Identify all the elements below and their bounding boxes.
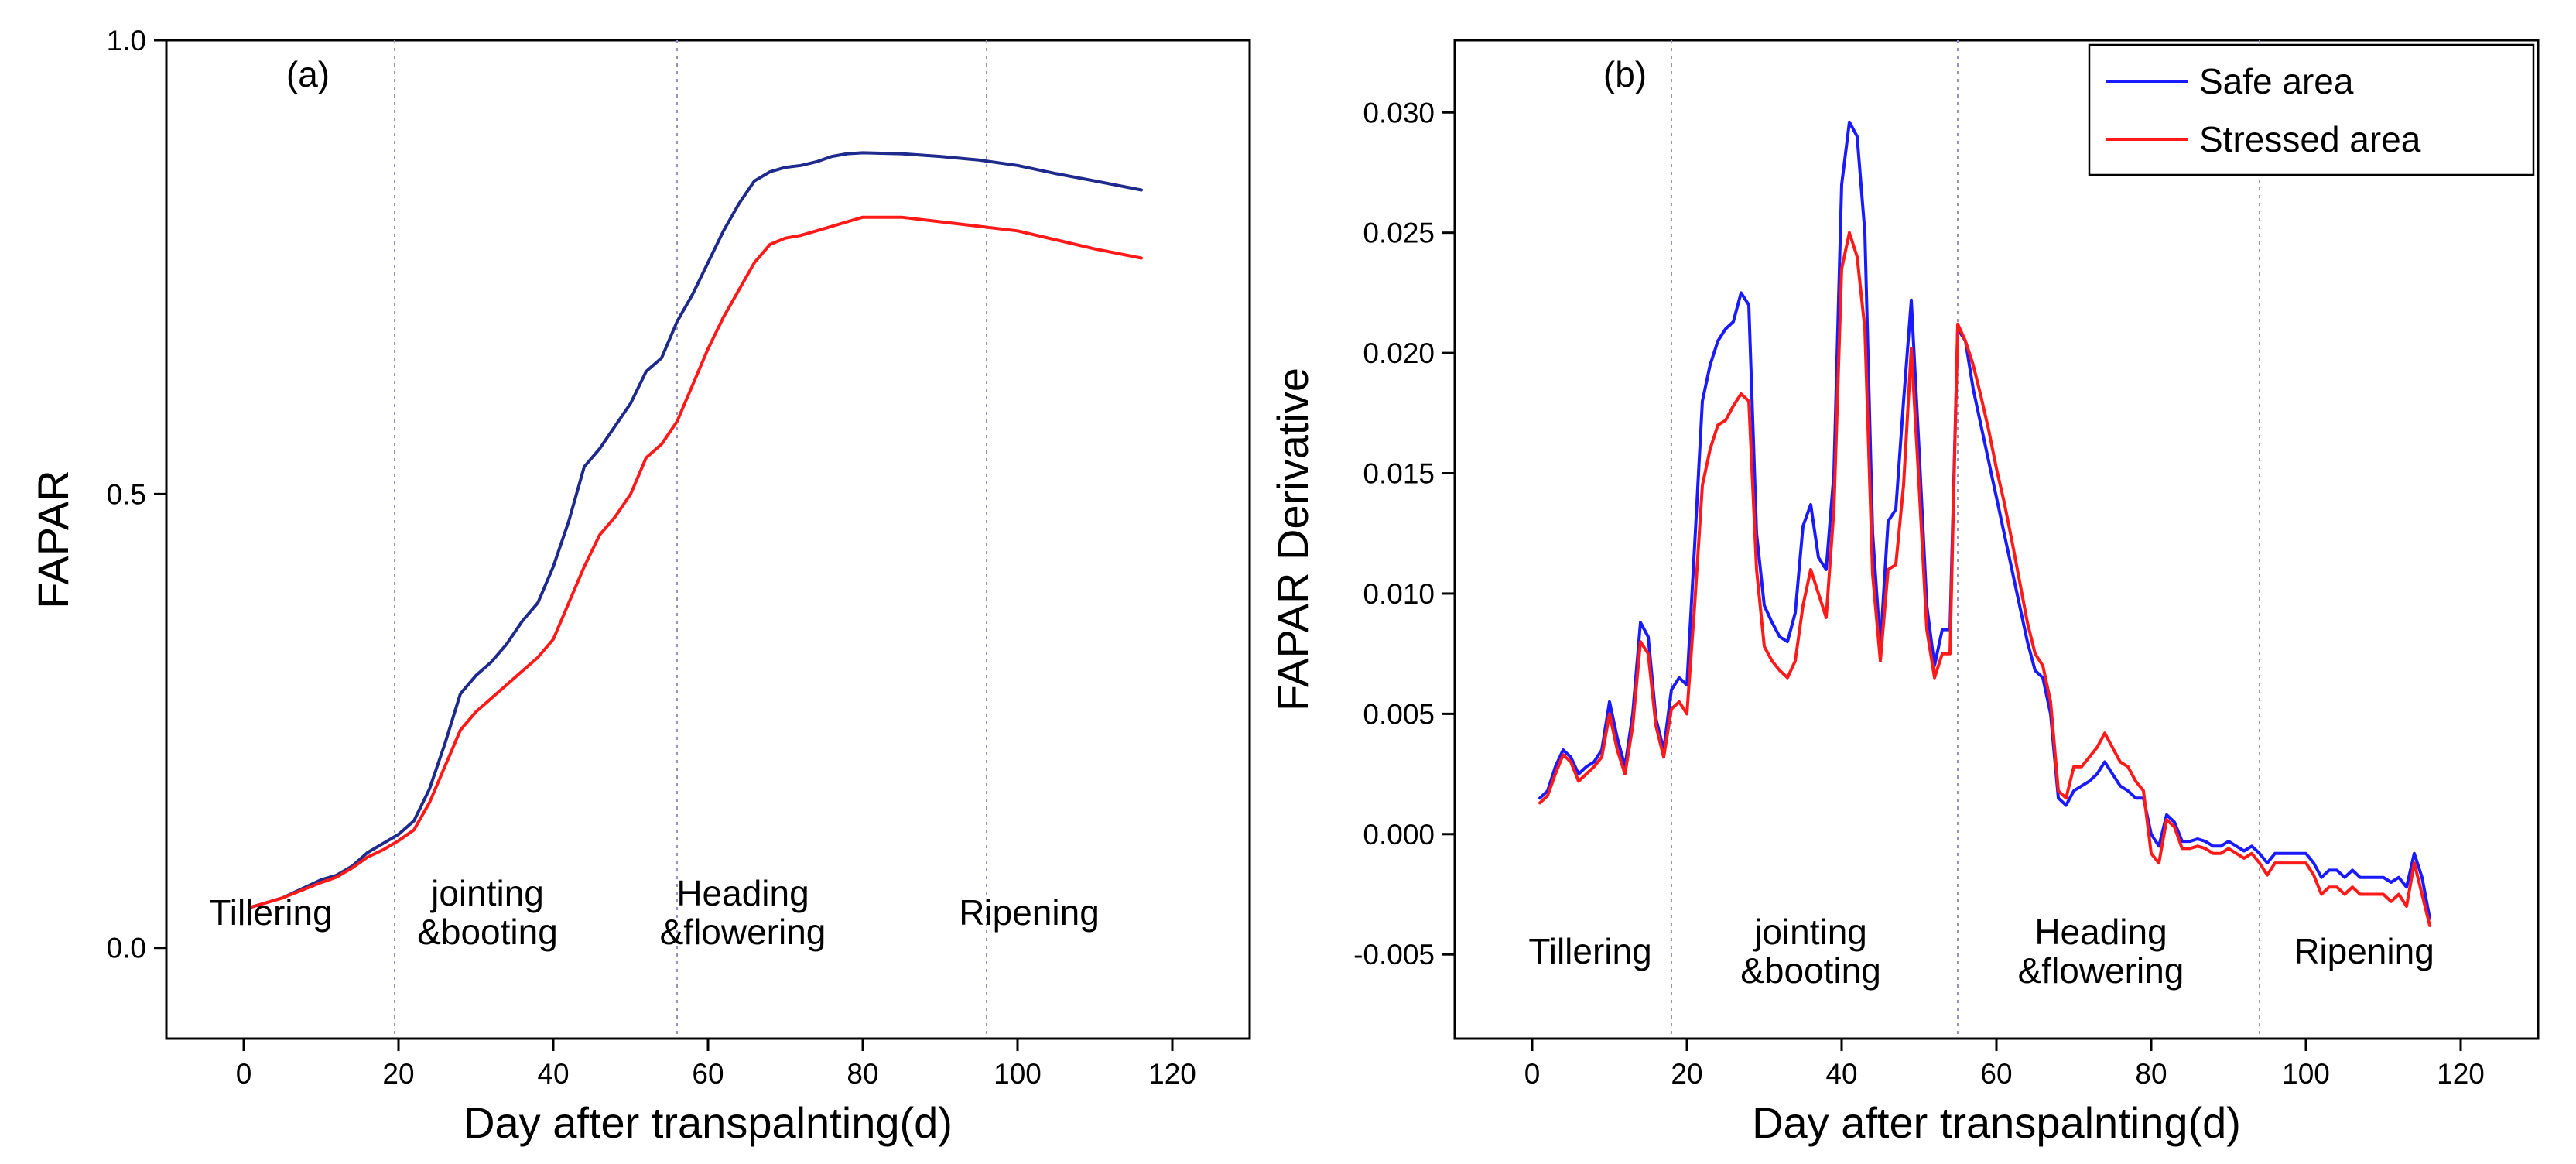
panel-a-series-stressed-area [250, 215, 1143, 909]
panel-a-x-tick-label: 100 [994, 1058, 1042, 1090]
panel-b-stage-label: Ripening [2294, 931, 2434, 971]
panel-b-x-tick-label: 0 [1524, 1058, 1541, 1090]
panel-a: 0 20 40 60 80 100 120 0.0 0.5 1.0 Tillering jointi… [29, 25, 1251, 1147]
panel-b-x-tick-label: 80 [2135, 1058, 2167, 1090]
panel-b-stage-label: &flowering [2018, 950, 2184, 991]
panel-a-stage-label: Ripening [959, 892, 1100, 933]
panel-a-ticks: 0 20 40 60 80 100 120 0.0 0.5 1.0 [107, 25, 1196, 1090]
panel-b-x-axis-title: Day after transpalnting(d) [1752, 1098, 2241, 1147]
panel-a-stage-labels: Tillering jointing&booting Heading&floweri… [209, 873, 1099, 952]
panel-b-ticks: 0 20 40 60 80 100 120 -0.005 0.000 0.005 0.010 0.01… [1353, 97, 2485, 1090]
panel-b-x-tick-label: 20 [1671, 1058, 1702, 1090]
panel-b-y-axis-title: FAPAR Derivative [1268, 368, 1317, 711]
panel-a-y-tick-label: 0.0 [107, 933, 146, 964]
panel-b-y-tick-label: 0.025 [1363, 217, 1435, 249]
panel-b-series [1538, 120, 2431, 927]
panel-a-series [250, 151, 1143, 909]
panel-a-y-axis-title: FAPAR [29, 470, 77, 608]
panel-a-stage-label: Heading [676, 873, 809, 913]
panel-a-x-tick-label: 40 [537, 1058, 569, 1090]
panel-b-y-tick-label: 0.020 [1363, 337, 1435, 369]
panel-a-y-tick-label: 0.5 [107, 478, 146, 510]
legend: Safe area Stressed area [2088, 43, 2535, 176]
panel-a-x-tick-label: 80 [847, 1058, 878, 1090]
panel-b-x-tick-label: 40 [1825, 1058, 1857, 1090]
panel-b-label: (b) [1603, 54, 1647, 94]
panel-a-x-axis-title: Day after transpalnting(d) [464, 1098, 953, 1147]
panel-b-series-safe-area [1538, 120, 2431, 920]
panel-a-y-tick-label: 1.0 [107, 25, 146, 56]
legend-label-safe-area: Safe area [2199, 61, 2354, 101]
panel-a-stage-label: &flowering [660, 912, 826, 952]
panel-a-x-tick-label: 60 [692, 1058, 724, 1090]
legend-label-stressed-area: Stressed area [2199, 119, 2421, 159]
panel-b-y-tick-label: 0.030 [1363, 97, 1435, 128]
panel-b-series-stressed-area [1538, 231, 2431, 927]
panel-a-series-safe-area [250, 151, 1143, 909]
panel-b-x-tick-label: 100 [2282, 1058, 2330, 1090]
legend-box [2088, 43, 2535, 176]
panel-b-stage-label: Heading [2034, 912, 2167, 952]
panel-b-stage-label: &booting [1740, 950, 1881, 991]
panel-b-stage-label: jointing [1753, 912, 1867, 952]
panel-a-label: (a) [286, 54, 330, 94]
panel-a-stage-label: &booting [417, 912, 558, 952]
panel-a-x-tick-label: 0 [236, 1058, 252, 1090]
panel-b-stage-label: Tillering [1528, 931, 1651, 971]
panel-b-y-tick-label: -0.005 [1353, 939, 1435, 971]
panel-a-x-tick-label: 20 [382, 1058, 414, 1090]
panel-b-stage-labels: Tillering jointing&booting Heading&floweri… [1528, 912, 2434, 991]
panel-a-stage-label: jointing [429, 873, 544, 913]
panel-b-x-tick-label: 120 [2437, 1058, 2485, 1090]
panel-b: 0 20 40 60 80 100 120 -0.005 0.000 0.005 0.010 0.01… [1268, 39, 2540, 1147]
panel-a-stage-label: Tillering [209, 892, 332, 933]
panel-b-y-tick-label: 0.005 [1363, 698, 1435, 730]
panel-b-y-tick-label: 0.000 [1363, 819, 1435, 851]
panel-b-x-tick-label: 60 [1980, 1058, 2012, 1090]
panel-a-x-tick-label: 120 [1148, 1058, 1196, 1090]
panel-b-y-tick-label: 0.010 [1363, 578, 1435, 610]
panel-b-y-tick-label: 0.015 [1363, 458, 1435, 490]
